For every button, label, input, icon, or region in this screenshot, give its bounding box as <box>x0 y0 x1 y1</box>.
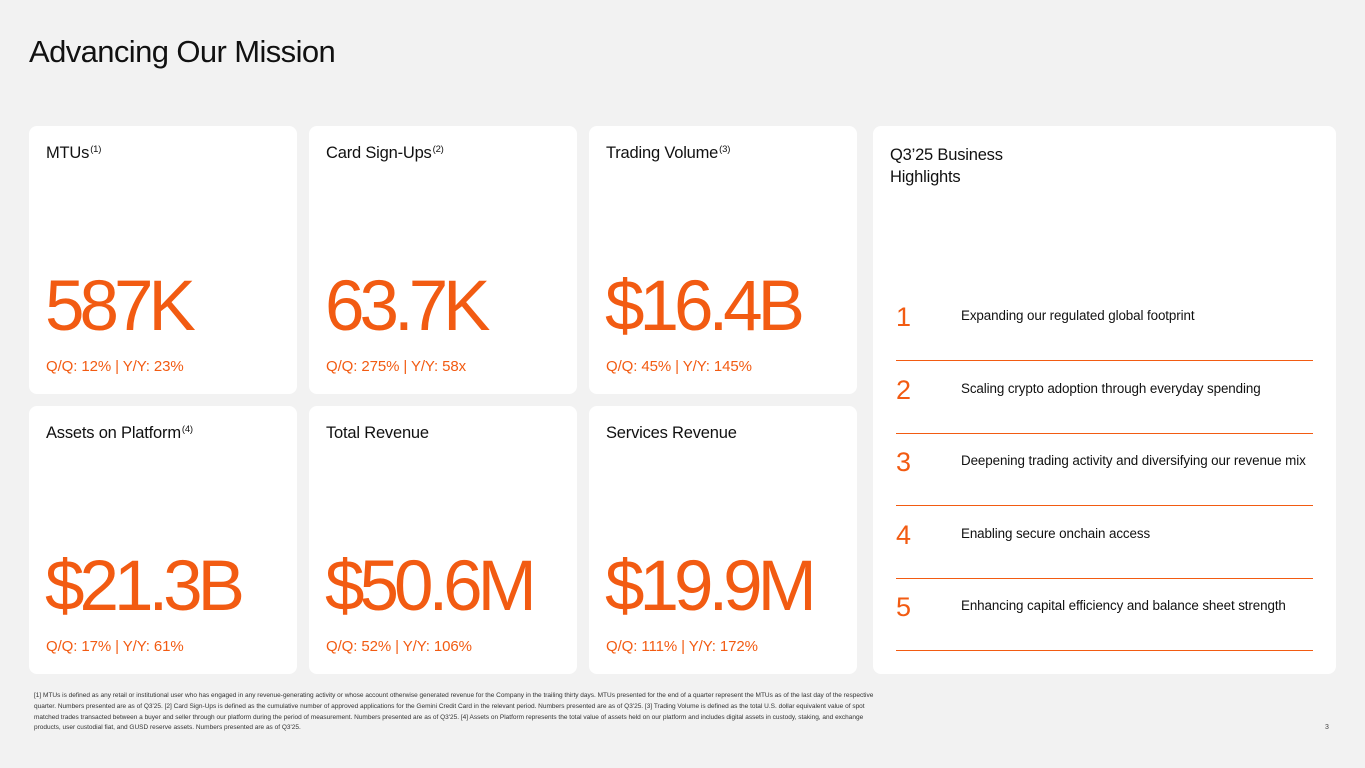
metric-label: Assets on Platform(4) <box>46 424 193 442</box>
metric-change: Q/Q: 45% | Y/Y: 145% <box>606 358 752 375</box>
metric-card-mtus: MTUs(1) 587K Q/Q: 12% | Y/Y: 23% <box>29 126 297 394</box>
highlight-item: 1 Expanding our regulated global footpri… <box>896 288 1313 361</box>
footnote-ref: (4) <box>181 424 193 435</box>
metric-label: Trading Volume(3) <box>606 144 731 162</box>
footnotes: [1] MTUs is defined as any retail or ins… <box>34 692 874 732</box>
metric-label: Total Revenue <box>326 424 429 442</box>
page-title: Advancing Our Mission <box>29 34 336 69</box>
metric-card-services-revenue: Services Revenue $19.9M Q/Q: 111% | Y/Y:… <box>589 406 857 674</box>
metric-change: Q/Q: 52% | Y/Y: 106% <box>326 638 472 655</box>
metric-value: $16.4B <box>605 267 805 346</box>
highlight-text: Enabling secure onchain access <box>961 526 1151 541</box>
highlight-item: 3 Deepening trading activity and diversi… <box>896 433 1313 506</box>
metric-change: Q/Q: 17% | Y/Y: 61% <box>46 638 184 655</box>
highlight-number: 2 <box>896 375 912 405</box>
metric-card-assets-on-platform: Assets on Platform(4) $21.3B Q/Q: 17% | … <box>29 406 297 674</box>
metric-card-total-revenue: Total Revenue $50.6M Q/Q: 52% | Y/Y: 106… <box>309 406 577 674</box>
highlight-item: 2 Scaling crypto adoption through everyd… <box>896 361 1313 434</box>
highlight-item: 4 Enabling secure onchain access <box>896 506 1313 579</box>
metric-value: 587K <box>45 267 196 346</box>
footnote-ref: (1) <box>90 144 102 155</box>
metric-value: $19.9M <box>605 547 817 626</box>
metric-value: $21.3B <box>45 547 245 626</box>
highlight-text: Expanding our regulated global footprint <box>961 308 1195 323</box>
metric-label: Card Sign-Ups(2) <box>326 144 444 162</box>
metric-value: $50.6M <box>325 547 537 626</box>
highlight-text: Scaling crypto adoption through everyday… <box>961 381 1261 396</box>
metric-change: Q/Q: 111% | Y/Y: 172% <box>606 638 758 655</box>
metric-value: 63.7K <box>325 267 491 346</box>
highlight-item: 5 Enhancing capital efficiency and balan… <box>896 578 1313 651</box>
metric-label: Services Revenue <box>606 424 737 442</box>
business-highlights-panel: Q3’25 Business Highlights 1 Expanding ou… <box>873 126 1336 674</box>
metric-label: MTUs(1) <box>46 144 102 162</box>
metric-card-card-sign-ups: Card Sign-Ups(2) 63.7K Q/Q: 275% | Y/Y: … <box>309 126 577 394</box>
highlight-number: 5 <box>896 592 912 622</box>
metric-card-trading-volume: Trading Volume(3) $16.4B Q/Q: 45% | Y/Y:… <box>589 126 857 394</box>
highlight-number: 3 <box>896 447 912 477</box>
highlight-number: 4 <box>896 520 912 550</box>
highlight-text: Deepening trading activity and diversify… <box>961 453 1306 468</box>
highlights-title: Q3’25 Business Highlights <box>890 146 1003 186</box>
footnote-ref: (3) <box>719 144 731 155</box>
page-number: 3 <box>1325 724 1329 731</box>
metric-change: Q/Q: 12% | Y/Y: 23% <box>46 358 184 375</box>
footnote-ref: (2) <box>432 144 444 155</box>
highlight-text: Enhancing capital efficiency and balance… <box>961 598 1286 613</box>
metric-change: Q/Q: 275% | Y/Y: 58x <box>326 358 467 375</box>
highlight-number: 1 <box>896 302 912 332</box>
